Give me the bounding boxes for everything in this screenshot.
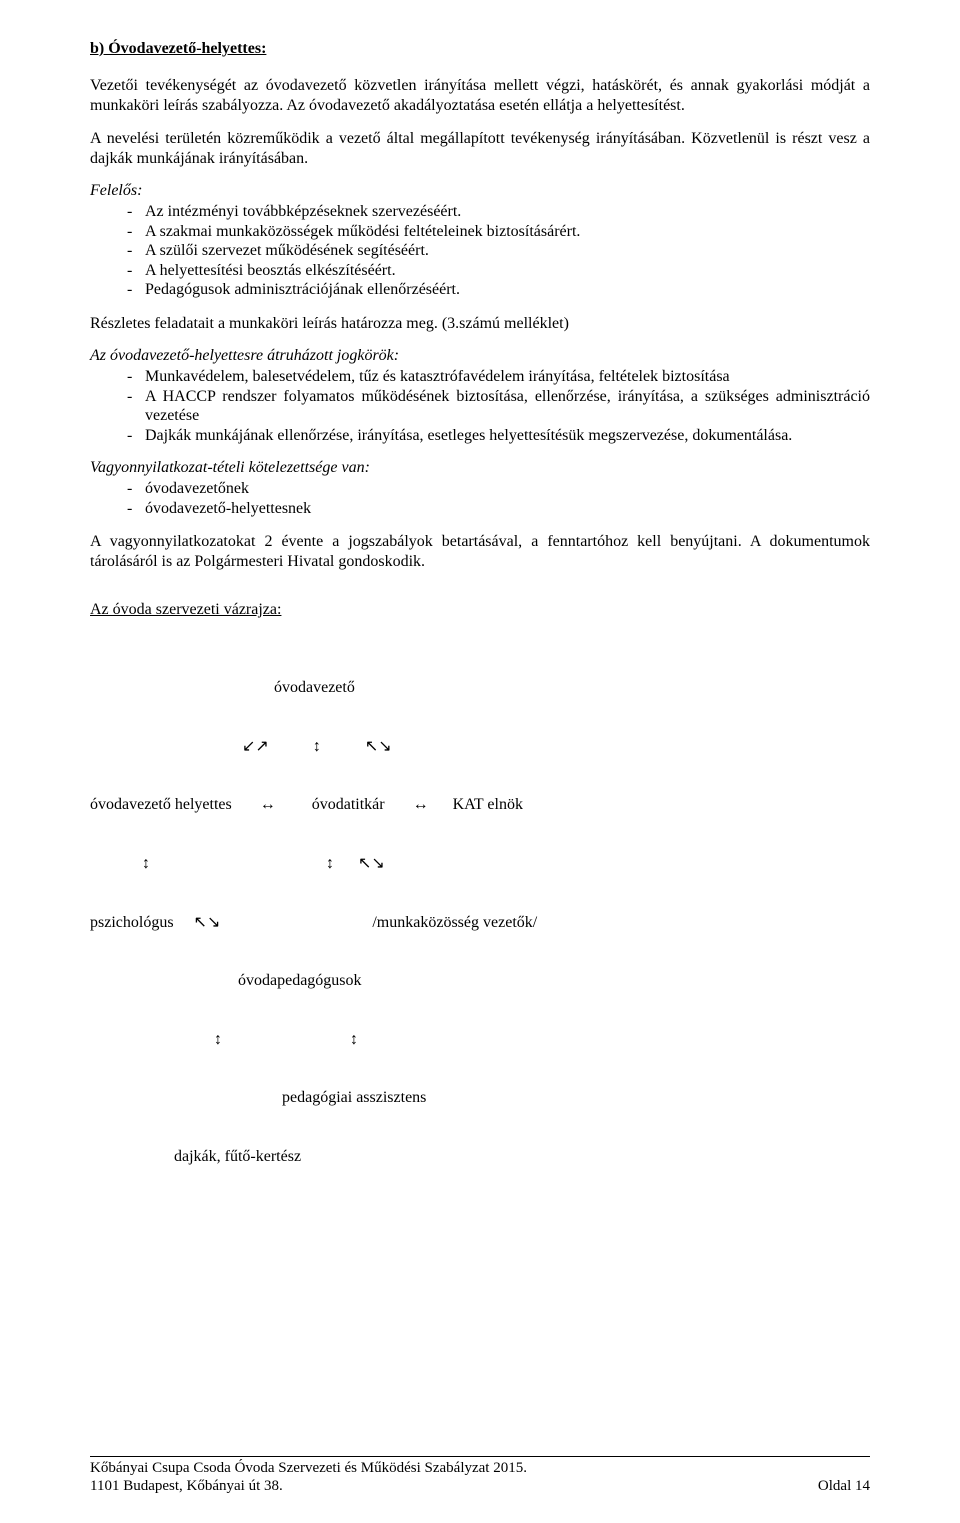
org-chart: óvodavezető ↙↗ ↕ ↖↘ óvodavezető helyette… [90,639,870,1205]
paragraph: Részletes feladatait a munkaköri leírás … [90,314,870,334]
paragraph: A vagyonnyilatkozatokat 2 évente a jogsz… [90,532,870,571]
org-row: óvodavezető helyettes ↔ óvodatitkár ↔ KA… [90,795,870,815]
orgchart-heading: Az óvoda szervezeti vázrajza: [90,601,870,619]
page-number: Oldal 14 [818,1477,870,1495]
spacer [90,585,870,601]
paragraph: Vezetői tevékenységét az óvodavezető köz… [90,76,870,115]
org-row: óvodapedagógusok [90,971,870,991]
page-footer: Kőbányai Csupa Csoda Óvoda Szervezeti és… [90,1456,870,1495]
section-heading: b) Óvodavezető-helyettes: [90,40,870,58]
org-row: ↕ ↕ [90,1030,870,1050]
list-item: A szakmai munkaközösségek működési felté… [90,222,870,242]
vagyon-list: óvodavezetőnek óvodavezető-helyettesnek [90,479,870,518]
footer-line-2: 1101 Budapest, Kőbányai út 38. Oldal 14 [90,1477,870,1495]
list-item: Az intézményi továbbképzéseknek szervezé… [90,202,870,222]
list-item: óvodavezető-helyettesnek [90,499,870,519]
list-item: A helyettesítési beosztás elkészítéséért… [90,261,870,281]
list-label-felelos: Felelős: [90,182,870,200]
org-row: pedagógiai asszisztens [90,1088,870,1108]
org-row: pszichológus ↖↘ /munkaközösség vezetők/ [90,913,870,933]
org-row: dajkák, fűtő-kertész [90,1147,870,1167]
footer-text: Kőbányai Csupa Csoda Óvoda Szervezeti és… [90,1459,527,1477]
list-item: Dajkák munkájának ellenőrzése, irányítás… [90,426,870,446]
list-item: A szülői szervezet működésének segítéséé… [90,241,870,261]
list-label-jogkorok: Az óvodavezető-helyettesre átruházott jo… [90,347,870,365]
org-row: óvodavezető [90,678,870,698]
footer-line-1: Kőbányai Csupa Csoda Óvoda Szervezeti és… [90,1459,870,1477]
jogkorok-list: Munkavédelem, balesetvédelem, tűz és kat… [90,367,870,445]
footer-rule [90,1456,870,1457]
list-item: óvodavezetőnek [90,479,870,499]
list-item: Pedagógusok adminisztrációjának ellenőrz… [90,280,870,300]
list-item: A HACCP rendszer folyamatos működésének … [90,387,870,426]
list-item: Munkavédelem, balesetvédelem, tűz és kat… [90,367,870,387]
document-page: b) Óvodavezető-helyettes: Vezetői tevéke… [0,0,960,1523]
list-label-vagyon: Vagyonnyilatkozat-tételi kötelezettsége … [90,459,870,477]
felelos-list: Az intézményi továbbképzéseknek szervezé… [90,202,870,300]
org-row: ↕ ↕ ↖↘ [90,854,870,874]
org-row: ↙↗ ↕ ↖↘ [90,737,870,757]
paragraph: A nevelési területén közreműködik a veze… [90,129,870,168]
footer-address: 1101 Budapest, Kőbányai út 38. [90,1477,283,1495]
